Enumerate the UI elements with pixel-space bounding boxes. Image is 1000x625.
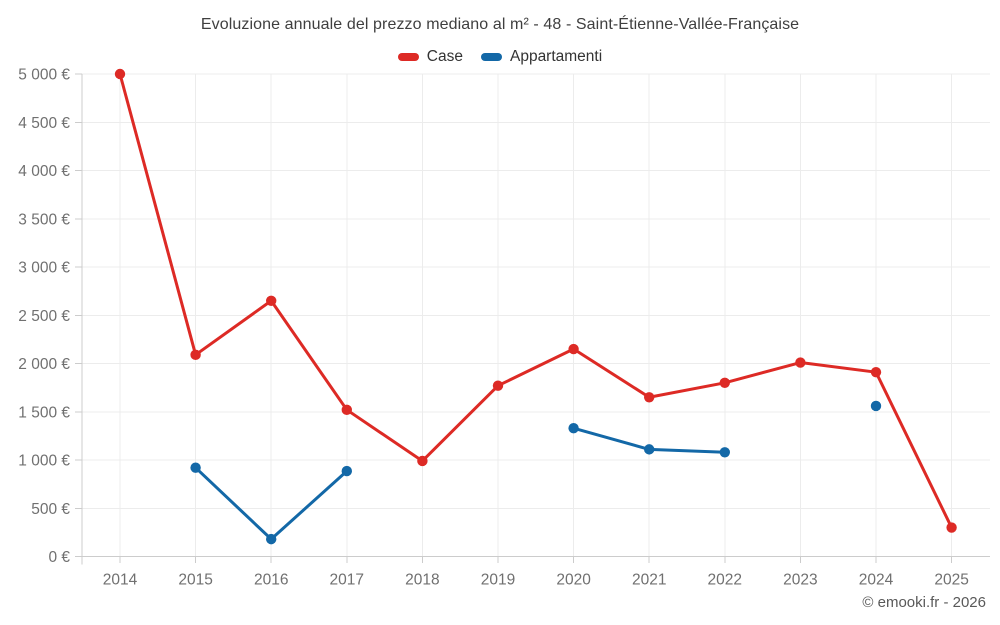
- y-axis-tick-label: 0 €: [48, 549, 70, 566]
- case-point-2020[interactable]: [568, 343, 579, 355]
- y-axis-tick-label: 4 000 €: [18, 163, 70, 180]
- x-axis-tick-label: 2023: [783, 572, 817, 589]
- appartamenti-point-2016[interactable]: [266, 533, 277, 545]
- y-axis-tick-label: 4 500 €: [18, 115, 70, 132]
- case-line: [118, 72, 954, 530]
- appartamenti-point-2017[interactable]: [341, 465, 352, 477]
- x-axis-tick-label: 2020: [556, 572, 591, 589]
- case-point-2015[interactable]: [190, 349, 201, 361]
- appartamenti-point-2024[interactable]: [870, 400, 882, 412]
- case-point-2019[interactable]: [492, 380, 504, 391]
- x-axis-tick-label: 2021: [632, 572, 666, 589]
- appartamenti-point-2021[interactable]: [644, 444, 655, 455]
- x-axis-tick-label: 2019: [481, 572, 515, 589]
- x-axis-tick-label: 2018: [405, 572, 439, 589]
- appartamenti-legend-swatch-icon: [480, 53, 502, 61]
- y-axis-tick-label: 2 500 €: [18, 308, 70, 325]
- case-legend-swatch-icon: [397, 53, 419, 61]
- case-point-2021[interactable]: [644, 392, 655, 403]
- x-axis-tick-label: 2015: [178, 572, 212, 589]
- axis-labels: 0 € 500 € 1 000 € 1 500 € 2 000 € 2 500 € 3 00…: [18, 67, 969, 589]
- legend-item-appartamenti[interactable]: Appartamenti: [480, 48, 603, 66]
- case-point-2024[interactable]: [870, 366, 882, 378]
- y-axis-tick-label: 3 500 €: [18, 211, 70, 228]
- case-legend-label: Case: [426, 48, 463, 65]
- x-axis-tick-label: 2017: [330, 572, 364, 589]
- copyright-credit: © emooki.fr - 2026: [862, 594, 986, 611]
- y-axis-tick-label: 3 000 €: [18, 260, 70, 277]
- case-point-2022[interactable]: [719, 377, 730, 388]
- y-axis-tick-label: 500 €: [31, 501, 70, 518]
- x-axis-tick-label: 2022: [708, 572, 742, 589]
- series-appartamenti: [190, 400, 882, 545]
- case-point-2017[interactable]: [341, 404, 352, 416]
- series-case: [114, 68, 957, 533]
- y-axis-tick-label: 2 000 €: [18, 356, 70, 373]
- y-axis-tick-label: 5 000 €: [18, 67, 70, 84]
- legend-item-case[interactable]: Case: [397, 48, 463, 66]
- case-point-2014[interactable]: [114, 68, 126, 80]
- legend: Case Appartamenti: [0, 48, 1000, 66]
- appartamenti-point-2020[interactable]: [568, 422, 579, 434]
- x-axis-tick-label: 2024: [859, 572, 894, 589]
- x-axis-tick-label: 2014: [103, 572, 138, 589]
- case-point-2016[interactable]: [266, 295, 277, 306]
- case-point-2025[interactable]: [946, 522, 957, 533]
- case-point-2023[interactable]: [795, 357, 806, 368]
- chart-title: Evoluzione annuale del prezzo mediano al…: [200, 16, 800, 33]
- x-axis-tick-label: 2025: [934, 572, 968, 589]
- y-axis-tick-label: 1 500 €: [18, 404, 70, 421]
- case-point-2018[interactable]: [417, 455, 428, 467]
- axes: [75, 73, 990, 565]
- appartamenti-legend-label: Appartamenti: [509, 48, 603, 65]
- gridlines: [82, 73, 990, 557]
- appartamenti-point-2015[interactable]: [190, 462, 201, 473]
- x-axis-tick-label: 2016: [254, 572, 288, 589]
- appartamenti-point-2022[interactable]: [719, 447, 730, 458]
- y-axis-tick-label: 1 000 €: [18, 453, 70, 470]
